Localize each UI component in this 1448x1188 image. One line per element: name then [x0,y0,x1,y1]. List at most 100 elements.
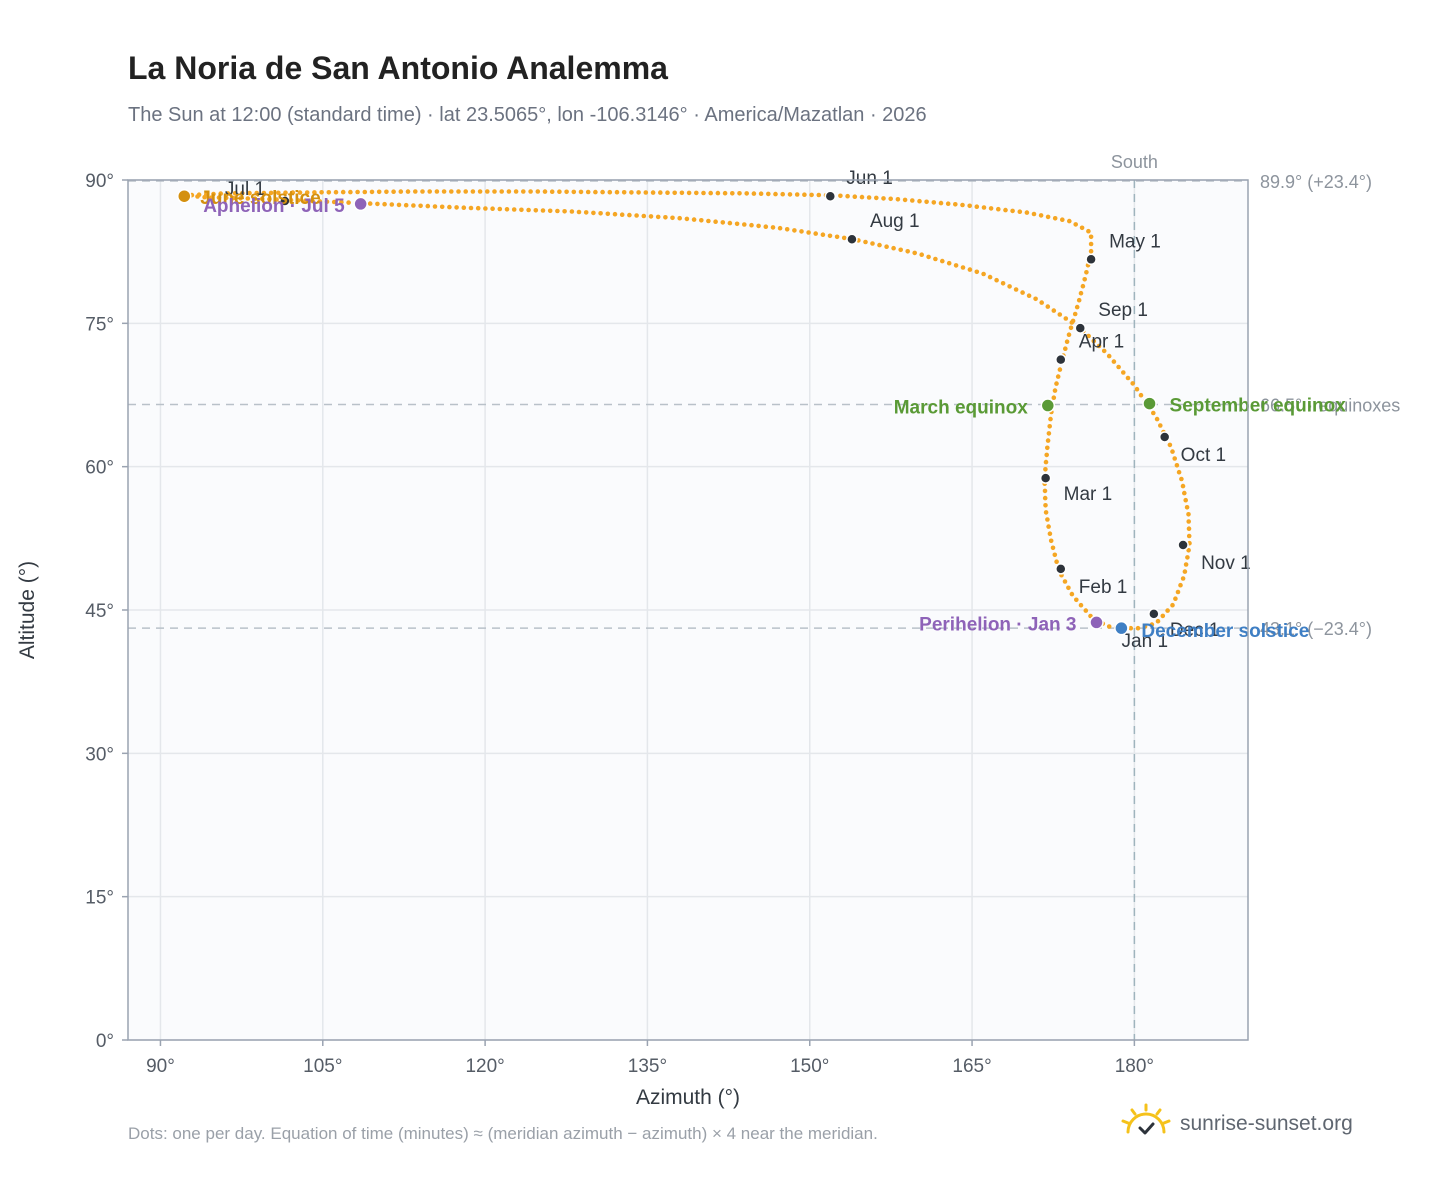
daily-position-dot [953,202,958,207]
event-marker [1114,620,1129,636]
daily-position-dot [375,201,380,207]
daily-position-dot [679,190,685,196]
daily-position-dot [888,196,893,202]
daily-position-dot [1057,312,1063,317]
daily-position-dot [319,190,324,195]
daily-position-dot [535,189,541,194]
y-tick-label: 45° [85,601,114,622]
y-tick-label: 90° [85,171,114,192]
daily-position-dot [730,191,735,196]
daily-position-dot [238,196,243,201]
daily-position-dot [694,190,699,196]
daily-position-dot [1062,579,1068,584]
month-label: Jul 1 [225,179,265,200]
daily-position-dot [727,220,733,226]
daily-position-dot [841,235,847,241]
daily-position-dot [773,191,778,197]
daily-position-dot [418,203,423,209]
daily-position-dot [1185,555,1190,560]
y-tick-label: 15° [85,888,114,909]
daily-position-dot [1165,608,1170,613]
daily-position-dot [348,189,353,195]
daily-position-dot [994,277,999,283]
daily-position-dot [312,190,317,195]
month-label: Nov 1 [1201,553,1251,574]
daily-position-dot [382,201,387,207]
daily-position-dot [211,191,216,197]
y-tick-label: 60° [85,458,114,479]
daily-position-dot [403,202,409,208]
daily-position-dot [1052,216,1058,221]
daily-position-dot [1186,519,1191,524]
daily-position-dot [780,191,785,197]
daily-position-dot [763,224,769,229]
daily-position-dot [1183,497,1188,503]
reference-line-label: 66.5° · equinoxes [1260,396,1400,416]
daily-position-dot [708,190,713,196]
daily-position-dot [1121,370,1126,375]
daily-position-dot [326,190,332,195]
daily-position-dot [1073,222,1078,227]
daily-position-dot [1186,512,1191,517]
daily-position-dot [420,189,425,194]
daily-position-dot [1175,589,1181,595]
daily-position-dot [528,189,533,194]
brand-name[interactable]: sunrise-sunset.org [1180,1112,1353,1135]
daily-position-dot [511,207,517,212]
daily-position-dot [396,202,402,208]
daily-position-dot [1045,438,1051,443]
daily-position-dot [634,213,639,218]
daily-position-dot [1054,381,1059,386]
daily-position-dot [1116,364,1121,370]
daily-position-dot [317,199,323,204]
daily-position-dot [974,269,980,275]
daily-position-dot [1173,596,1178,601]
daily-position-dot [569,209,575,214]
daily-position-dot [884,244,889,249]
daily-position-dot [1031,211,1037,217]
x-tick-label: 180° [1115,1056,1154,1077]
daily-position-dot [346,200,351,205]
daily-position-dot [1047,531,1053,536]
daily-position-dot [303,198,308,203]
y-tick-label: 75° [85,314,114,335]
daily-position-dot [1050,545,1056,551]
daily-position-dot [953,263,959,268]
daily-position-dot [521,189,526,194]
daily-position-dot [960,202,965,208]
daily-position-dot [641,213,647,219]
daily-position-dot [665,190,670,195]
daily-position-dot [1066,332,1072,338]
daily-position-dot [612,211,618,217]
daily-position-dot [834,234,840,240]
daily-position-dot [254,190,259,196]
month-marker [279,195,291,207]
brand[interactable]: sunrise-sunset.org [1120,1103,1353,1144]
daily-position-dot [389,202,395,207]
reference-line-label: 43.1° (−23.4°) [1260,619,1372,639]
daily-position-dot [1151,410,1156,416]
daily-position-dot [1063,346,1068,352]
daily-position-dot [571,189,577,195]
daily-position-dot [283,190,288,195]
daily-position-dot [513,189,519,194]
daily-position-dot [434,189,440,194]
daily-position-dot [1086,228,1091,234]
month-marker [1148,608,1160,620]
month-label: Jun 1 [846,168,892,189]
daily-position-dot [562,209,567,214]
daily-position-dot [304,190,310,195]
daily-position-dot [232,191,238,196]
analemma-curve [188,189,1192,631]
daily-position-dot [1186,533,1192,539]
daily-position-dot [267,196,272,202]
daily-position-dot [1044,452,1049,458]
x-axis-label: Azimuth (°) [636,1086,740,1109]
daily-position-dot [1088,241,1094,247]
daily-position-dot [331,199,337,205]
daily-position-dot [578,189,584,195]
daily-position-dot [672,190,677,196]
daily-position-dot [838,193,843,199]
event-marker [1142,396,1157,411]
daily-position-dot [384,189,389,195]
